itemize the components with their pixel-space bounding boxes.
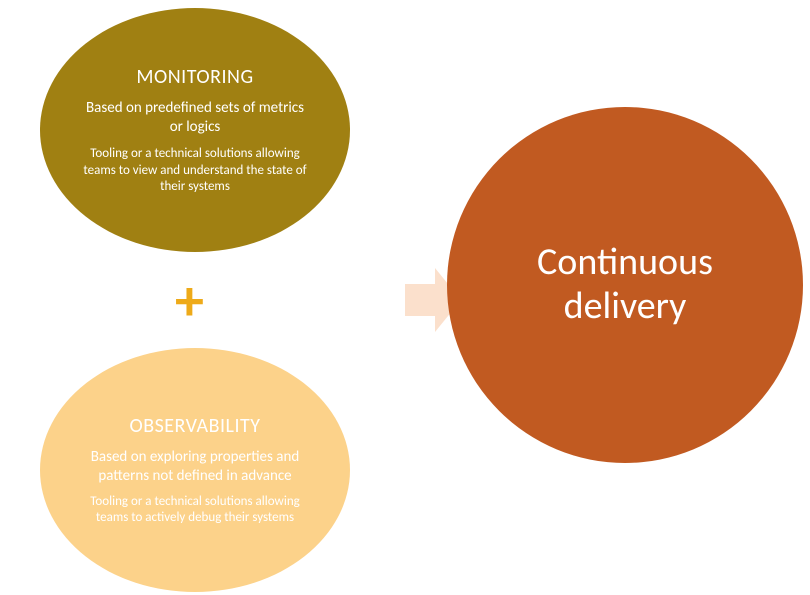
monitoring-title: MONITORING [136, 65, 253, 89]
observability-description: Tooling or a technical solutions allowin… [80, 494, 310, 527]
plus-icon: + [175, 272, 204, 330]
monitoring-description: Tooling or a technical solutions allowin… [80, 146, 310, 195]
observability-subtitle: Based on exploring properties and patter… [85, 448, 305, 486]
monitoring-subtitle: Based on predefined sets of metrics or l… [80, 99, 310, 137]
observability-ellipse: OBSERVABILITY Based on exploring propert… [40, 348, 350, 592]
monitoring-ellipse: MONITORING Based on predefined sets of m… [40, 8, 350, 252]
observability-title: OBSERVABILITY [129, 414, 260, 438]
result-line2: delivery [564, 285, 687, 329]
result-line1: Continuous [537, 241, 713, 285]
result-circle: Continuous delivery [447, 107, 803, 463]
